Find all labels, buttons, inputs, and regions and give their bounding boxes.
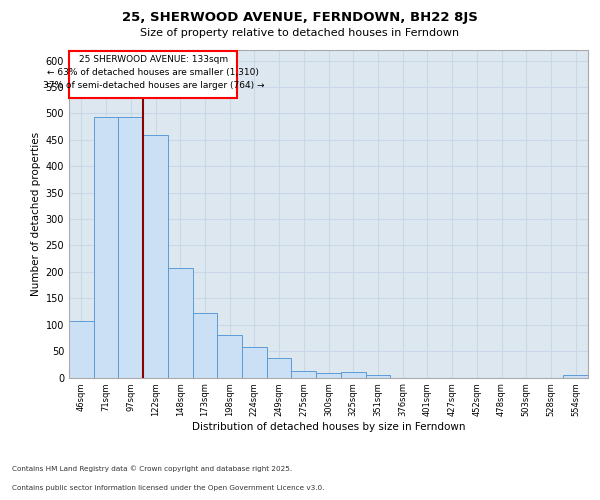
Text: 37% of semi-detached houses are larger (764) →: 37% of semi-detached houses are larger (… — [43, 81, 264, 90]
Bar — [341, 372, 365, 378]
Bar — [242, 348, 267, 378]
Bar — [267, 358, 292, 378]
Bar — [193, 313, 217, 378]
Bar — [118, 117, 143, 378]
Bar — [69, 321, 94, 378]
Text: Contains public sector information licensed under the Open Government Licence v3: Contains public sector information licen… — [12, 485, 325, 491]
Text: 25, SHERWOOD AVENUE, FERNDOWN, BH22 8JS: 25, SHERWOOD AVENUE, FERNDOWN, BH22 8JS — [122, 11, 478, 24]
Text: Size of property relative to detached houses in Ferndown: Size of property relative to detached ho… — [140, 28, 460, 38]
Bar — [94, 117, 118, 378]
Bar — [168, 268, 193, 378]
Bar — [292, 370, 316, 378]
Bar — [563, 375, 588, 378]
FancyBboxPatch shape — [70, 51, 237, 98]
Bar — [217, 334, 242, 378]
Text: 25 SHERWOOD AVENUE: 133sqm: 25 SHERWOOD AVENUE: 133sqm — [79, 56, 228, 64]
Text: ← 63% of detached houses are smaller (1,310): ← 63% of detached houses are smaller (1,… — [47, 68, 259, 78]
Text: Contains HM Land Registry data © Crown copyright and database right 2025.: Contains HM Land Registry data © Crown c… — [12, 466, 292, 472]
Bar — [143, 134, 168, 378]
Bar — [316, 374, 341, 378]
Text: Distribution of detached houses by size in Ferndown: Distribution of detached houses by size … — [192, 422, 466, 432]
Bar — [365, 375, 390, 378]
Y-axis label: Number of detached properties: Number of detached properties — [31, 132, 41, 296]
